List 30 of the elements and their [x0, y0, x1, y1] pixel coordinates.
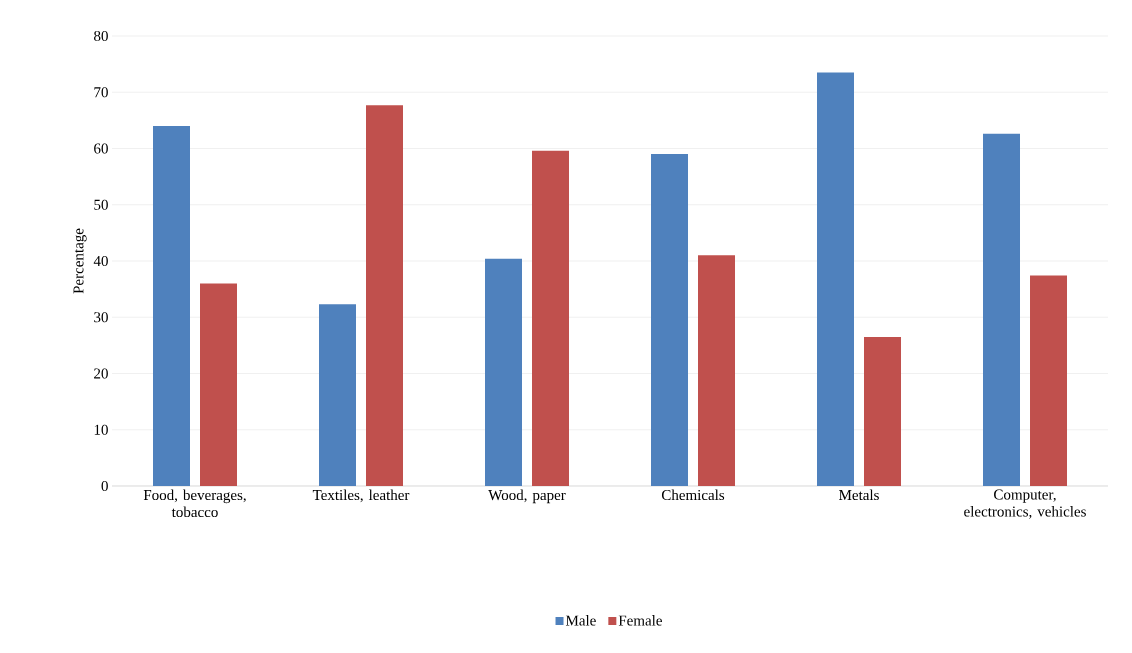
y-tick-label: 70	[94, 87, 108, 98]
bar	[532, 150, 570, 486]
x-tick-label: Computer, electronics, vehicles	[964, 489, 1086, 519]
y-tick-label: 60	[94, 143, 108, 154]
bar	[983, 133, 1021, 486]
bar	[864, 336, 902, 486]
bar	[1030, 275, 1068, 486]
y-tick-label: 80	[94, 30, 108, 42]
bar	[319, 304, 356, 486]
bar	[817, 72, 855, 486]
bar	[698, 255, 735, 486]
y-tick-label: 20	[94, 368, 108, 379]
x-tick-label: Textiles, leather	[312, 489, 410, 503]
x-tick-label: Metals	[839, 489, 879, 501]
y-tick-label: 50	[94, 199, 108, 210]
y-tick-label: 10	[94, 424, 108, 435]
y-tick-label: 40	[93, 255, 108, 267]
legend-label: Male	[565, 615, 596, 626]
x-tick-label: Food, beverages, tobacco	[143, 489, 246, 518]
y-tick-label: 0	[101, 480, 108, 492]
legend-label: Female	[618, 615, 662, 626]
bar	[153, 125, 190, 486]
x-tick-label: Chemicals	[661, 489, 725, 501]
y-axis-title: Percentage	[73, 228, 87, 294]
y-tick-label: 30	[94, 312, 108, 323]
bar	[366, 105, 403, 486]
bar	[485, 258, 523, 486]
bar	[651, 154, 688, 486]
bar	[200, 283, 237, 486]
x-tick-label: Wood, paper	[488, 489, 566, 504]
